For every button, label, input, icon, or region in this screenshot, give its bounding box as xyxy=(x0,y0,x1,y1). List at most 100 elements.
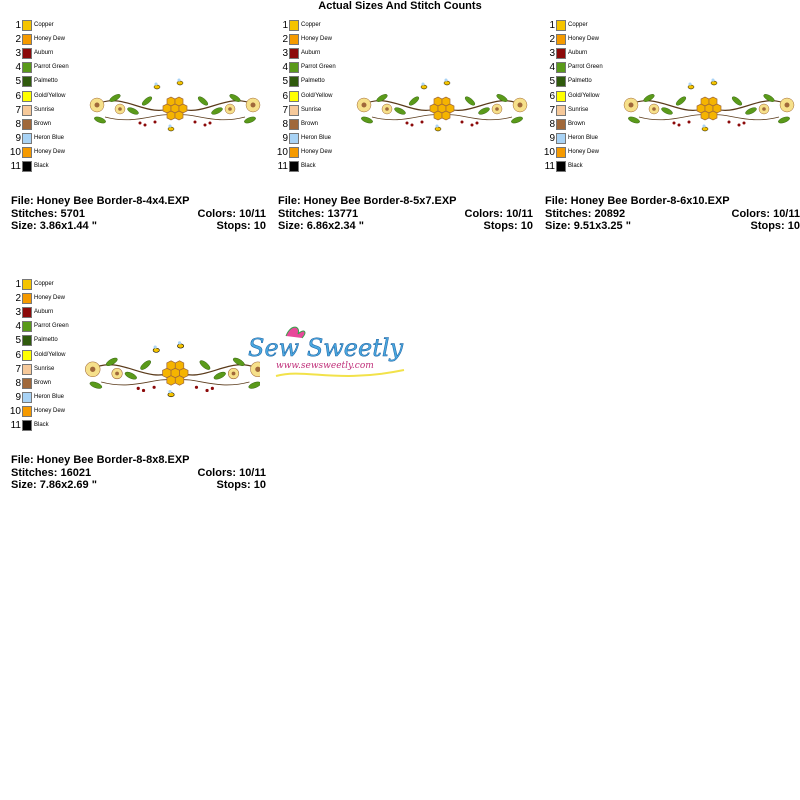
color-swatch xyxy=(22,321,32,333)
color-row: 7 Sunrise xyxy=(0,363,80,376)
color-name: Black xyxy=(34,163,49,169)
color-number: 3 xyxy=(15,307,21,319)
color-name: Black xyxy=(301,163,316,169)
color-name: Heron Blue xyxy=(34,393,65,400)
color-name: Parrot Green xyxy=(568,64,603,71)
color-number: 1 xyxy=(282,20,288,31)
color-number: 1 xyxy=(15,20,21,31)
color-number: 2 xyxy=(15,34,21,46)
color-count: Colors: 10/11 xyxy=(464,208,533,220)
color-row: 5 Palmetto xyxy=(267,75,347,88)
color-name: Brown xyxy=(301,120,319,127)
color-name: Parrot Green xyxy=(34,64,69,71)
color-swatch xyxy=(22,307,32,319)
color-name: Gold/Yellow xyxy=(34,351,66,358)
file-name: File: Honey Bee Border-8-5x7.EXP xyxy=(278,195,457,207)
color-number: 7 xyxy=(549,104,555,116)
color-name: Gold/Yellow xyxy=(301,92,333,99)
color-number: 10 xyxy=(543,146,555,158)
color-name: Gold/Yellow xyxy=(568,92,600,99)
color-row: 7 Sunrise xyxy=(0,104,80,117)
color-name: Copper xyxy=(301,22,321,28)
color-row: 7 Sunrise xyxy=(267,104,347,117)
color-number: 2 xyxy=(282,34,288,46)
color-number: 5 xyxy=(15,335,21,347)
stitch-count: Stitches: 5701 xyxy=(11,208,85,220)
color-row: 5 Palmetto xyxy=(0,75,80,88)
color-row: 6 Gold/Yellow xyxy=(267,90,347,103)
color-row: 11 Black xyxy=(0,160,80,173)
color-number: 5 xyxy=(549,76,555,88)
stitch-count: Stitches: 16021 xyxy=(11,467,92,479)
color-row: 9 Heron Blue xyxy=(0,391,80,404)
color-swatch xyxy=(289,34,299,46)
color-swatch xyxy=(289,90,299,102)
color-number: 1 xyxy=(549,20,555,31)
color-name: Honey Dew xyxy=(34,295,66,302)
color-name: Sunrise xyxy=(568,106,589,113)
color-name: Honey Dew xyxy=(568,148,600,155)
design-preview xyxy=(356,77,528,132)
watermark-brand: Sew Sweetly xyxy=(248,334,404,362)
color-swatch xyxy=(556,90,566,102)
color-row: 11 Black xyxy=(267,160,347,173)
color-name: Auburn xyxy=(568,50,588,57)
color-number: 4 xyxy=(15,321,21,333)
color-row: 7 Sunrise xyxy=(534,104,614,117)
color-swatch xyxy=(22,293,32,305)
color-row: 2 Honey Dew xyxy=(0,33,80,46)
color-number: 3 xyxy=(282,48,288,60)
color-number: 9 xyxy=(15,391,21,403)
color-swatch xyxy=(289,146,299,158)
color-row: 4 Parrot Green xyxy=(534,61,614,74)
color-name: Sunrise xyxy=(34,106,55,113)
color-swatch xyxy=(289,48,299,60)
color-swatch xyxy=(22,132,32,144)
color-swatch xyxy=(22,62,32,74)
color-number: 7 xyxy=(15,363,21,375)
color-name: Sunrise xyxy=(301,106,322,113)
color-number: 8 xyxy=(549,118,555,130)
color-number: 5 xyxy=(282,76,288,88)
color-row: 2 Honey Dew xyxy=(267,33,347,46)
design-panel: 1 Copper 2 Honey Dew 3 Auburn 4 Parrot Green 5 Pa… xyxy=(267,20,533,270)
color-swatch xyxy=(556,62,566,74)
design-size: Size: 3.86x1.44 " xyxy=(11,220,97,232)
color-swatch xyxy=(556,34,566,46)
color-name: Copper xyxy=(568,22,588,28)
color-number: 10 xyxy=(9,405,21,417)
color-number: 11 xyxy=(10,161,21,172)
color-name: Auburn xyxy=(34,309,54,316)
color-name: Honey Dew xyxy=(301,36,333,43)
color-row: 3 Auburn xyxy=(0,47,80,60)
sheet-title: Actual Sizes And Stitch Counts xyxy=(318,0,482,12)
color-row: 10 Honey Dew xyxy=(534,146,614,159)
color-swatch xyxy=(556,118,566,130)
design-preview xyxy=(89,77,261,132)
color-row: 1 Copper xyxy=(0,278,80,291)
color-swatch xyxy=(22,420,32,431)
color-swatch xyxy=(22,118,32,130)
stop-count: Stops: 10 xyxy=(750,220,800,232)
color-swatch xyxy=(556,48,566,60)
color-name: Brown xyxy=(34,120,52,127)
color-row: 11 Black xyxy=(534,160,614,173)
color-number: 9 xyxy=(282,132,288,144)
file-name: File: Honey Bee Border-8-4x4.EXP xyxy=(11,195,190,207)
file-name: File: Honey Bee Border-8-6x10.EXP xyxy=(545,195,730,207)
design-preview xyxy=(623,77,795,132)
color-row: 4 Parrot Green xyxy=(267,61,347,74)
color-name: Brown xyxy=(568,120,586,127)
color-number: 2 xyxy=(549,34,555,46)
color-number: 10 xyxy=(276,146,288,158)
color-swatch xyxy=(22,90,32,102)
color-name: Parrot Green xyxy=(301,64,336,71)
color-swatch xyxy=(22,335,32,347)
design-panel: 1 Copper 2 Honey Dew 3 Auburn 4 Parrot Green 5 Pa… xyxy=(0,20,266,270)
color-name: Honey Dew xyxy=(34,36,66,43)
color-swatch xyxy=(289,104,299,116)
color-name: Gold/Yellow xyxy=(34,92,66,99)
color-swatch xyxy=(289,161,299,172)
color-name: Auburn xyxy=(34,50,54,57)
